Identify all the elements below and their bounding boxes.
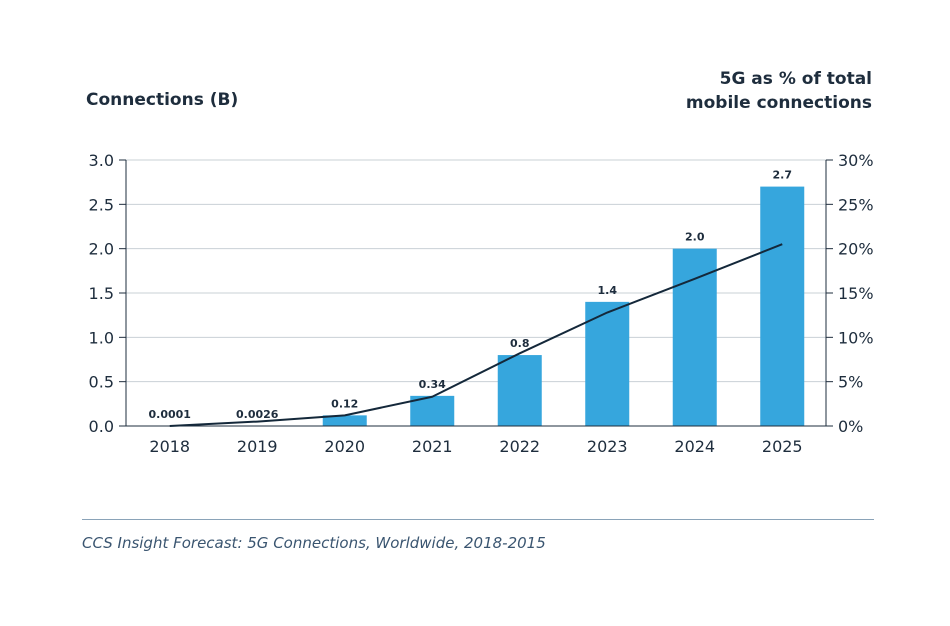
- bar-value-label: 0.0026: [236, 408, 279, 421]
- x-tick-label: 2025: [762, 437, 803, 456]
- y-left-tick-label: 3.0: [89, 151, 114, 170]
- x-tick-label: 2019: [237, 437, 278, 456]
- share-line: [169, 243, 783, 427]
- y-right-title-line2: mobile connections: [686, 93, 872, 113]
- x-tick-label: 2018: [149, 437, 190, 456]
- y-right-title-line1: 5G as % of total: [720, 69, 872, 89]
- y-right-tick-label: 5%: [838, 373, 863, 392]
- bar: [322, 415, 367, 426]
- source-note: CCS Insight Forecast: 5G Connections, Wo…: [82, 534, 546, 552]
- x-tick-label: 2022: [499, 437, 540, 456]
- source-divider: [82, 519, 874, 520]
- y-left-tick-label: 2.5: [89, 195, 114, 214]
- bar: [760, 186, 805, 426]
- y-left-tick-label: 0.0: [89, 417, 114, 436]
- y-left-tick-label: 1.0: [89, 328, 114, 347]
- y-left-tick-label: 2.0: [89, 240, 114, 259]
- y-right-tick-label: 25%: [838, 195, 874, 214]
- bar: [585, 301, 630, 426]
- bar-value-label: 0.12: [331, 397, 358, 410]
- bar-value-label: 1.4: [598, 284, 618, 297]
- y-right-tick-label: 30%: [838, 151, 874, 170]
- bar-value-label: 2.0: [685, 231, 705, 244]
- y-right-tick-label: 10%: [838, 328, 874, 347]
- y-right-tick-label: 20%: [838, 240, 874, 259]
- bar-value-label: 2.7: [773, 169, 793, 182]
- x-tick-label: 2023: [587, 437, 628, 456]
- bar-value-label: 0.0001: [149, 408, 191, 421]
- x-tick-label: 2020: [324, 437, 365, 456]
- y-left-title: Connections (B): [86, 90, 238, 110]
- bar: [497, 355, 542, 426]
- bar-value-label: 0.8: [510, 337, 530, 350]
- bar: [672, 248, 717, 426]
- y-left-tick-label: 1.5: [89, 284, 114, 303]
- y-right-tick-label: 15%: [838, 284, 874, 303]
- x-tick-label: 2024: [674, 437, 715, 456]
- bar-value-label: 0.34: [419, 378, 446, 391]
- x-tick-label: 2021: [412, 437, 453, 456]
- y-right-tick-label: 0%: [838, 417, 863, 436]
- y-left-tick-label: 0.5: [89, 373, 114, 392]
